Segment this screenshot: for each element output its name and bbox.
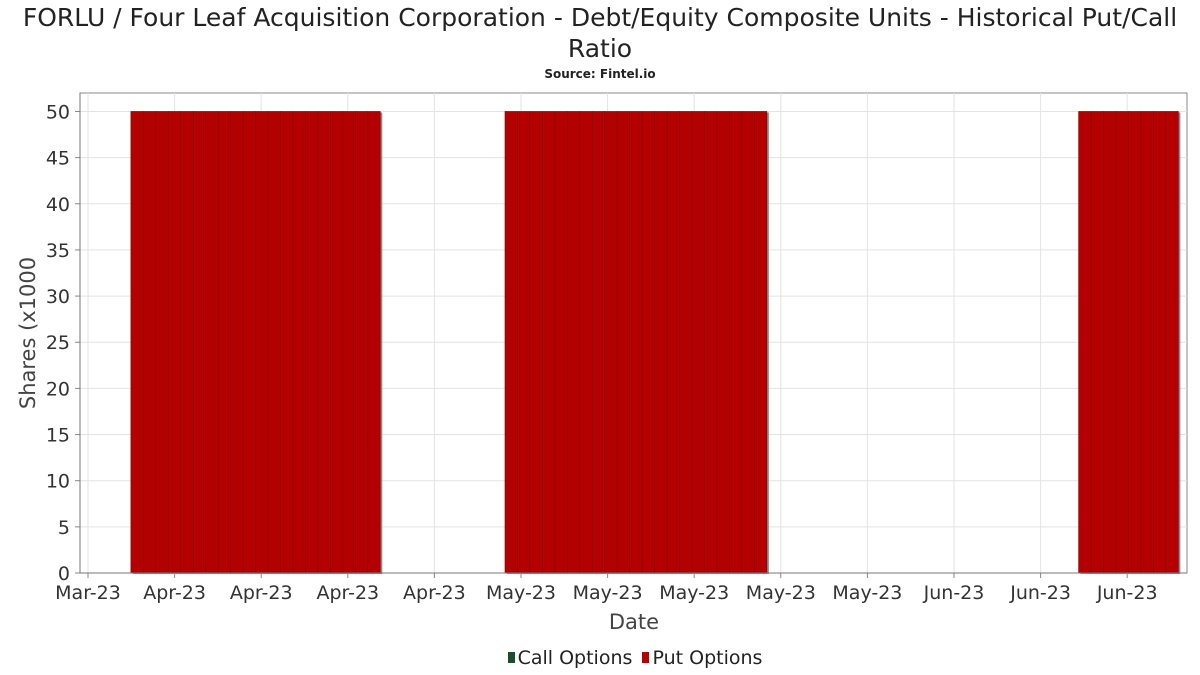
- x-tick-label: Mar-23: [55, 582, 121, 604]
- y-tick-label: 0: [58, 563, 70, 585]
- legend-item-put: Put Options: [642, 647, 762, 669]
- x-tick-label: May-23: [486, 582, 556, 604]
- y-axis-label: Shares (x1000: [16, 257, 40, 409]
- bar-put-options: [167, 111, 182, 574]
- bar-put-options: [305, 111, 319, 574]
- bar-put-options: [267, 111, 281, 574]
- x-tick-label: Apr-23: [403, 582, 466, 604]
- bar-put-options: [205, 111, 219, 574]
- y-tick-label: 50: [46, 101, 70, 123]
- bar-put-options: [616, 111, 630, 574]
- bar-put-options: [143, 111, 157, 574]
- bar-put-options: [1115, 111, 1129, 574]
- bar-put-options: [679, 111, 693, 574]
- x-tick-label: Jun-23: [923, 582, 985, 604]
- bar-put-options: [130, 111, 144, 574]
- x-tick-label: May-23: [832, 582, 902, 604]
- bar-put-options: [367, 111, 381, 574]
- chart-source: Source: Fintel.io: [544, 67, 656, 81]
- bar-put-options: [242, 111, 256, 574]
- bar-put-options: [355, 111, 369, 574]
- chart-title: FORLU / Four Leaf Acquisition Corporatio…: [22, 3, 1178, 63]
- y-tick-label: 15: [46, 425, 70, 447]
- y-tick-label: 5: [58, 517, 70, 539]
- bar-put-options: [529, 111, 543, 574]
- bar-put-options: [691, 111, 705, 574]
- bar-put-options: [1078, 111, 1092, 574]
- bar-put-options: [342, 111, 356, 574]
- bar-put-options: [704, 111, 718, 574]
- legend: Call Options Put Options: [0, 647, 1200, 669]
- bar-put-options: [666, 111, 680, 574]
- legend-swatch-put: [642, 652, 650, 663]
- bar-put-options: [180, 111, 194, 574]
- bar-put-options: [1103, 111, 1117, 574]
- bar-put-options: [330, 111, 344, 574]
- bar-put-options: [155, 111, 169, 574]
- bar-put-options: [517, 111, 531, 574]
- bar-put-options: [654, 111, 668, 574]
- bar-put-options: [292, 111, 306, 574]
- x-tick-label: Jun-23: [1096, 582, 1158, 604]
- x-axis-label: Date: [609, 610, 659, 634]
- bar-put-options: [554, 111, 568, 574]
- bar-put-options: [1153, 111, 1167, 574]
- legend-label-put: Put Options: [652, 647, 763, 669]
- legend-swatch-call: [507, 652, 515, 663]
- bar-put-options: [591, 111, 606, 574]
- bar-put-options: [1090, 111, 1104, 574]
- x-tick-label: Jun-23: [1009, 582, 1071, 604]
- bar-put-options: [317, 111, 331, 574]
- axes: 0 5 10 15 20 25 30 35 40 45 50 Mar-23 Apr-23 Apr-23 Ap…: [46, 93, 1187, 604]
- x-tick-label: Apr-23: [143, 582, 206, 604]
- y-tick-label: 30: [46, 286, 70, 308]
- bar-put-options: [567, 111, 581, 574]
- bar-series: [130, 111, 1181, 574]
- bar-put-options: [542, 111, 556, 574]
- bar-put-options: [280, 111, 294, 574]
- y-tick-label: 10: [46, 471, 70, 493]
- bar-put-options: [192, 111, 206, 574]
- bar-put-options: [504, 111, 518, 574]
- bar-put-options: [629, 111, 643, 574]
- y-tick-label: 35: [46, 240, 70, 262]
- y-tick-label: 40: [46, 194, 70, 216]
- y-tick-label: 45: [46, 148, 70, 170]
- bar-put-options: [716, 111, 730, 574]
- bar-put-options: [729, 111, 743, 574]
- bar-put-options: [741, 111, 755, 574]
- bar-put-options: [579, 111, 593, 574]
- bar-put-options: [1165, 111, 1179, 574]
- x-tick-label: Apr-23: [230, 582, 293, 604]
- bar-put-options: [641, 111, 655, 574]
- bar-put-options: [217, 111, 231, 574]
- legend-label-call: Call Options: [517, 647, 633, 669]
- bar-put-options: [754, 111, 768, 574]
- x-tick-label: May-23: [746, 582, 816, 604]
- x-tick-label: May-23: [573, 582, 643, 604]
- legend-item-call: Call Options: [507, 647, 633, 669]
- x-tick-label: May-23: [659, 582, 729, 604]
- bar-put-options: [230, 111, 244, 574]
- bar-put-options: [255, 111, 269, 574]
- y-tick-label: 25: [46, 332, 70, 354]
- chart-area: 0 5 10 15 20 25 30 35 40 45 50 Mar-23 Apr-23 Apr-23 Ap…: [16, 92, 1188, 634]
- x-tick-label: Apr-23: [316, 582, 379, 604]
- bar-put-options: [1128, 111, 1142, 574]
- bar-put-options: [604, 111, 618, 574]
- y-tick-label: 20: [46, 378, 70, 400]
- bar-put-options: [1140, 111, 1154, 574]
